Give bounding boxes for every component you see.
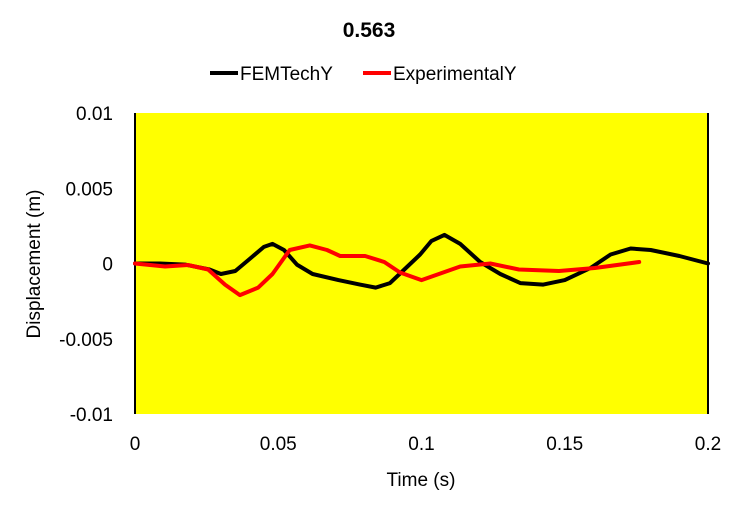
legend-label-experimentaly: ExperimentalY [393,64,517,85]
y-tick-label: -0.005 [59,330,113,351]
y-tick-label: 0.01 [76,104,113,125]
x-tick-label: 0.1 [408,434,434,455]
chart-title: 0.563 [343,19,396,42]
x-tick-label: 0 [130,434,141,455]
series-line-experimentaly [133,243,642,298]
y-tick-label: -0.01 [70,405,113,426]
x-tick-label: 0.15 [546,434,583,455]
x-tick-label: 0.05 [260,434,297,455]
y-tick-label: 0.005 [65,179,113,200]
plot-area [135,113,708,414]
y-axis-label: Displacement (m) [24,190,45,339]
y-tick-label: 0 [102,255,113,276]
legend-label-femtechy: FEMTechY [240,64,333,85]
x-tick-label: 0.2 [695,434,721,455]
legend: FEMTechY ExperimentalY [210,64,517,85]
x-axis-label: Time (s) [387,470,456,491]
